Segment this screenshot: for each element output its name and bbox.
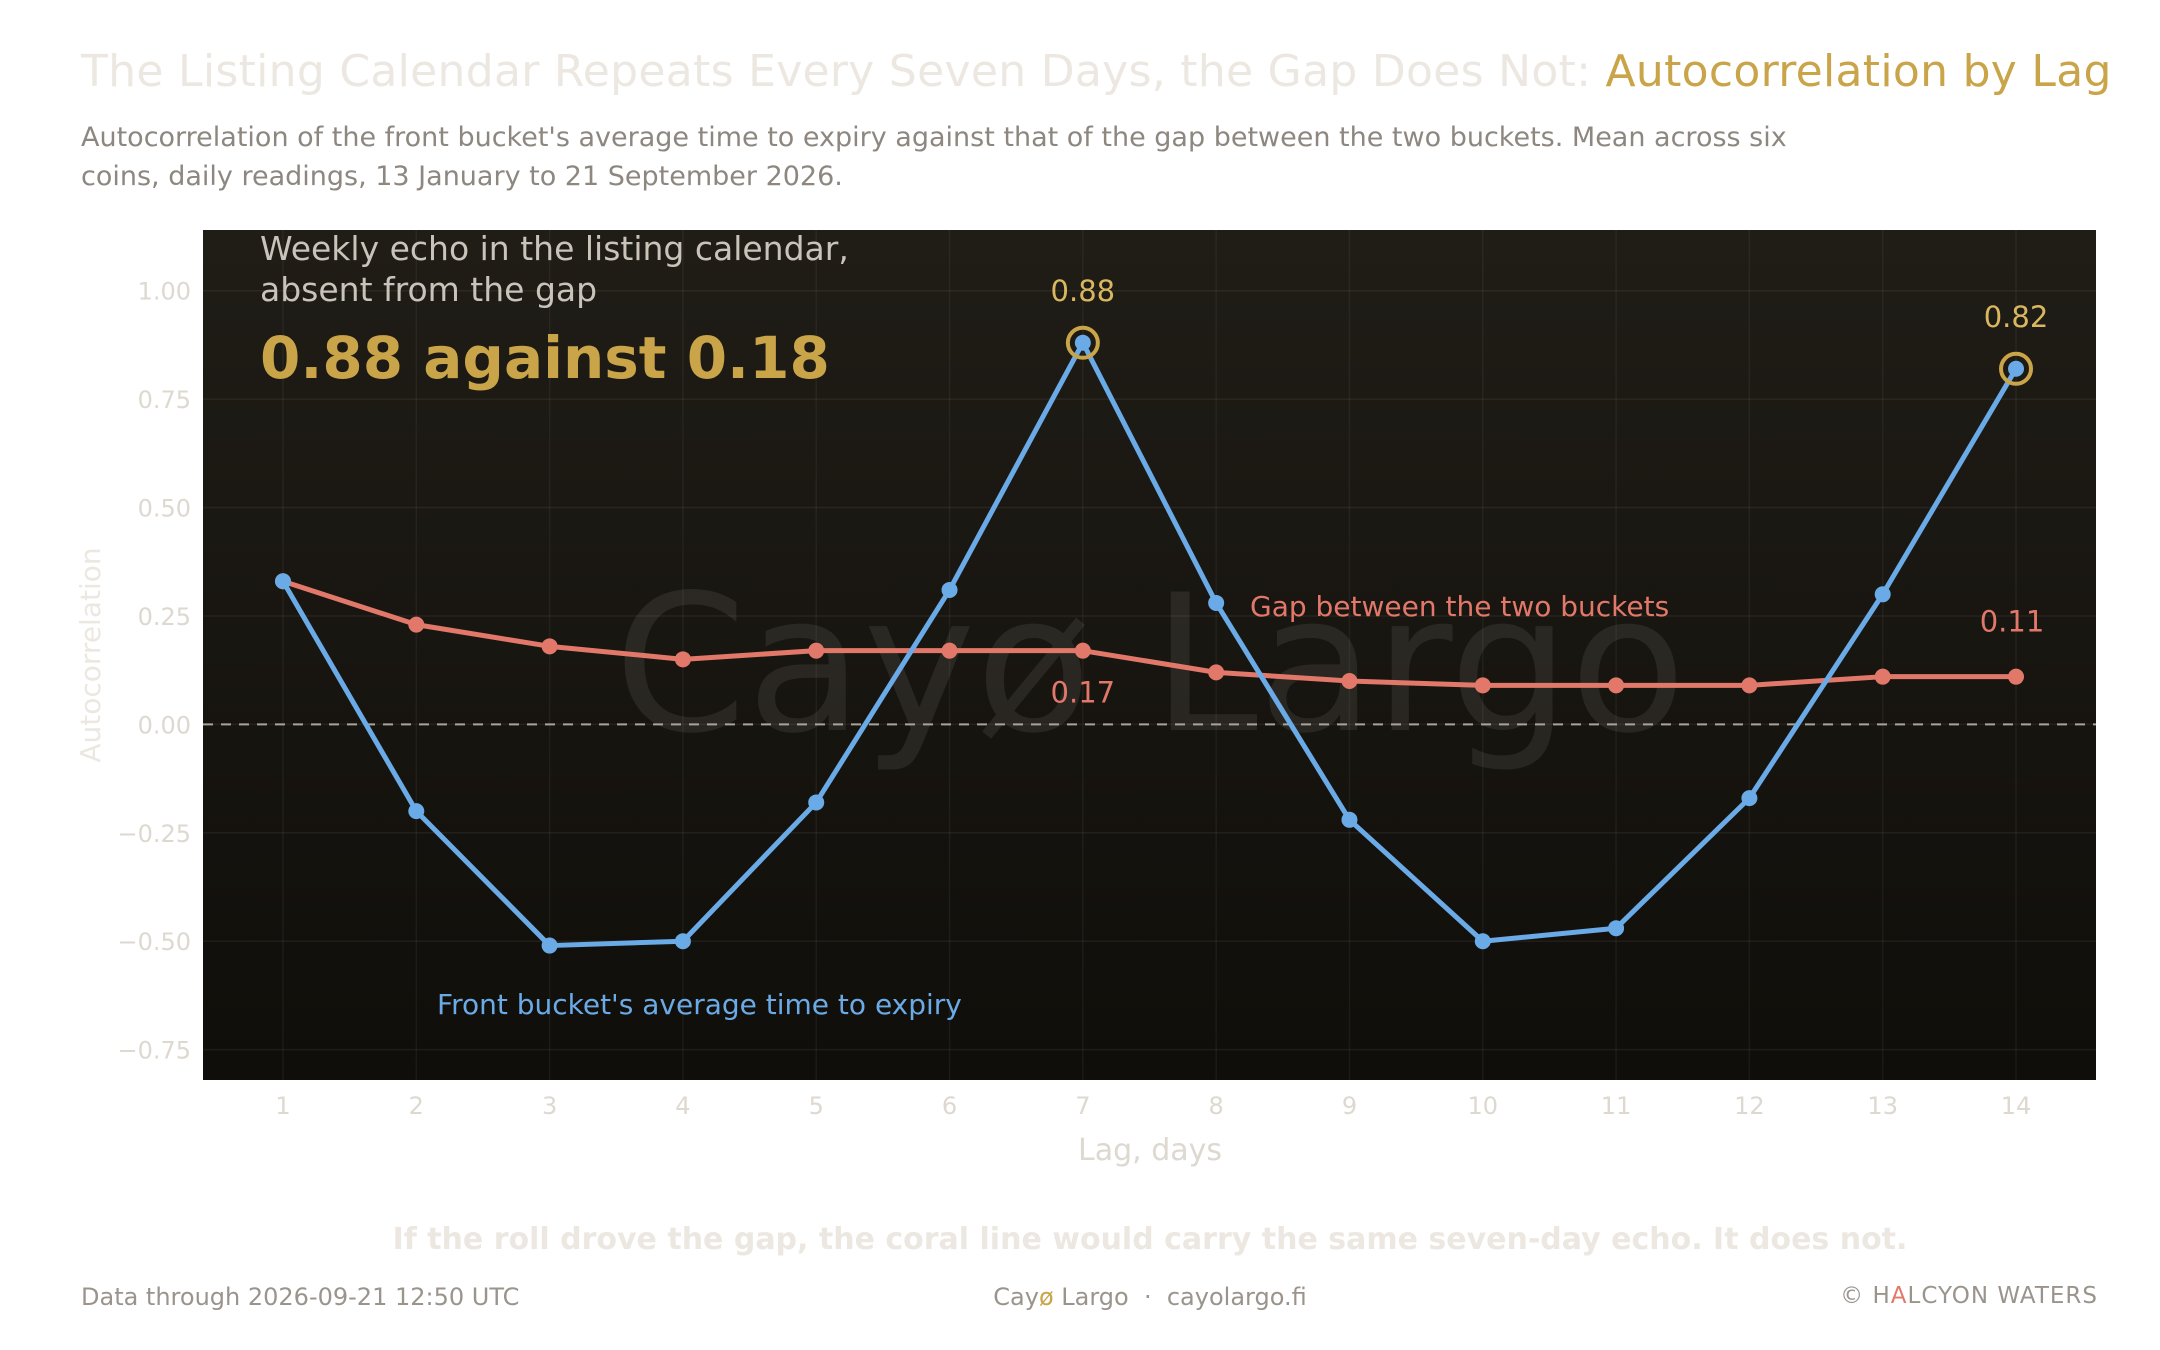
data-through-note: Data through 2026-09-21 12:50 UTC xyxy=(81,1283,520,1311)
chart-title: The Listing Calendar Repeats Every Seven… xyxy=(81,46,2111,97)
y-axis-ticks: −0.75 −0.50 −0.25 0.00 0.25 0.50 0.75 1.00 xyxy=(117,278,191,1065)
series-front-bucket xyxy=(274,334,2025,954)
data-label-front-lag-7: 0.88 xyxy=(1051,274,1116,308)
data-point xyxy=(1741,790,1758,807)
data-point xyxy=(1074,334,1091,351)
data-point xyxy=(1741,677,1758,694)
brand-name-end: Largo · cayolargo.fi xyxy=(1053,1283,1307,1311)
y-axis-label: Autocorrelation xyxy=(74,547,107,762)
highlight-ring xyxy=(1065,325,1100,360)
x-tick-label: 10 xyxy=(1468,1092,1499,1120)
gap-series-label: Gap between the two buckets xyxy=(1250,590,1669,623)
data-point xyxy=(1874,668,1891,685)
data-point xyxy=(674,933,691,950)
data-point xyxy=(1608,677,1625,694)
y-tick-label: −0.25 xyxy=(117,820,191,848)
series-line xyxy=(280,578,2019,688)
data-point xyxy=(941,581,958,598)
takeaway-text: If the roll drove the gap, the coral lin… xyxy=(392,1222,1908,1257)
x-tick-label: 5 xyxy=(809,1092,824,1120)
brand-name-start: Cay xyxy=(993,1283,1039,1311)
data-label-front-lag-14: 0.82 xyxy=(1984,300,2049,334)
x-tick-label: 7 xyxy=(1075,1092,1090,1120)
data-point xyxy=(1608,920,1625,937)
x-tick-label: 2 xyxy=(409,1092,424,1120)
data-point xyxy=(674,651,691,668)
data-point xyxy=(941,642,958,659)
x-tick-label: 11 xyxy=(1601,1092,1632,1120)
data-point xyxy=(1474,677,1491,694)
y-tick-label: 0.50 xyxy=(138,495,191,523)
x-tick-label: 8 xyxy=(1209,1092,1224,1120)
callout-title: Weekly echo in the listing calendar, xyxy=(260,229,849,268)
y-tick-label: 0.25 xyxy=(138,603,191,631)
chart-title-accent: Autocorrelation by Lag xyxy=(1605,46,2112,97)
data-point xyxy=(1474,933,1491,950)
x-tick-label: 3 xyxy=(542,1092,557,1120)
data-point xyxy=(1208,594,1225,611)
data-point xyxy=(2008,668,2025,685)
brand-footer: Cayø Largo · cayolargo.fi xyxy=(0,1283,2160,1311)
y-tick-label: 0.00 xyxy=(138,711,191,739)
data-point xyxy=(1074,642,1091,659)
callout-value: 0.88 against 0.18 xyxy=(260,324,830,392)
credit-end: LCYON WATERS xyxy=(1907,1283,2098,1309)
data-point xyxy=(274,573,291,590)
x-tick-label: 1 xyxy=(275,1092,290,1120)
highlight-layer xyxy=(1065,325,2034,386)
watermark: Cayø Largo xyxy=(614,554,1686,775)
credit-footer: © HALCYON WATERS xyxy=(1840,1283,2098,1309)
x-tick-label: 14 xyxy=(2001,1092,2032,1120)
y-tick-label: 0.75 xyxy=(138,386,191,414)
x-tick-label: 12 xyxy=(1734,1092,1765,1120)
brand-name-accent: ø xyxy=(1038,1283,1054,1311)
data-label-gap-lag-14: 0.11 xyxy=(1980,605,2045,639)
data-point xyxy=(808,642,825,659)
highlight-ring xyxy=(1999,351,2034,386)
data-label-gap-lag-7: 0.17 xyxy=(1051,676,1116,710)
y-tick-label: −0.50 xyxy=(117,928,191,956)
credit-start: © H xyxy=(1840,1283,1891,1309)
x-axis-label: Lag, days xyxy=(1078,1133,1222,1168)
series-line xyxy=(280,340,2019,949)
front-series-label: Front bucket's average time to expiry xyxy=(437,988,962,1021)
plot-area xyxy=(203,230,2096,1080)
data-point xyxy=(1341,673,1358,690)
credit-accent: A xyxy=(1890,1283,1908,1309)
x-axis-ticks: 1 2 3 4 5 6 7 8 9 10 11 12 13 14 xyxy=(275,1092,2031,1120)
x-tick-label: 4 xyxy=(675,1092,690,1120)
data-point xyxy=(408,616,425,633)
data-point xyxy=(1208,664,1225,681)
data-point xyxy=(408,803,425,820)
chart-subtitle: Autocorrelation of the front bucket's av… xyxy=(81,122,1787,192)
x-tick-label: 9 xyxy=(1342,1092,1357,1120)
data-point xyxy=(1874,586,1891,603)
x-tick-label: 13 xyxy=(1867,1092,1898,1120)
series-layer xyxy=(274,334,2025,954)
y-tick-label: −0.75 xyxy=(117,1037,191,1065)
data-point xyxy=(808,794,825,811)
data-point xyxy=(541,638,558,655)
callout-title-line-2: absent from the gap xyxy=(260,270,597,309)
x-tick-label: 6 xyxy=(942,1092,957,1120)
data-point xyxy=(541,937,558,954)
data-point xyxy=(2008,360,2025,377)
data-point xyxy=(1341,811,1358,828)
chart-title-main: The Listing Calendar Repeats Every Seven… xyxy=(81,46,1606,97)
y-tick-label: 1.00 xyxy=(138,278,191,306)
